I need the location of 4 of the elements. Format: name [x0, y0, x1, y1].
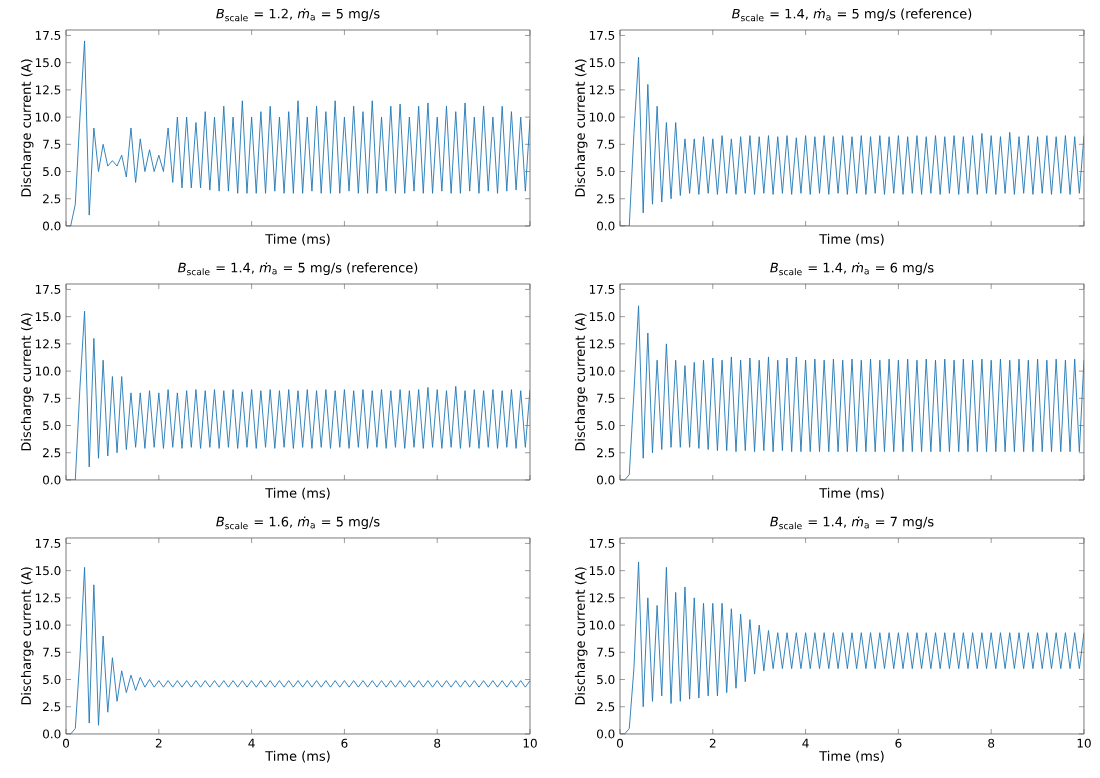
line-series [66, 566, 530, 734]
line-series [620, 305, 1084, 480]
line-series [66, 40, 530, 226]
line-series [620, 561, 1084, 734]
